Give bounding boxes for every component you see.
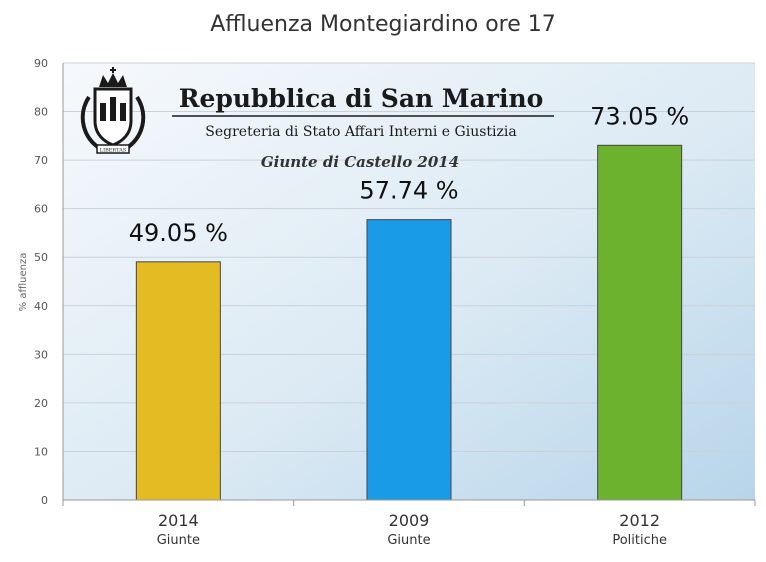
x-tick-label-type: Politiche xyxy=(612,533,667,548)
emblem-motto: LIBERTAS xyxy=(100,148,127,154)
watermark: LIBERTAS Repubblica di San Marino Segret… xyxy=(80,67,554,171)
bar xyxy=(135,261,221,501)
y-tick-label: 70 xyxy=(34,154,48,167)
watermark-subtitle: Segreteria di Stato Affari Interni e Giu… xyxy=(205,124,516,140)
san-marino-coat-of-arms-icon: LIBERTAS xyxy=(80,67,146,154)
y-tick-label: 30 xyxy=(34,348,48,361)
x-tick-label-type: Giunte xyxy=(387,533,430,548)
axes: 0 10 20 30 40 50 60 70 80 90 2014 Giunte 2009 Giunte 2… xyxy=(34,57,756,548)
y-tick-label: 50 xyxy=(34,251,48,264)
bar xyxy=(366,219,452,501)
y-tick-label: 80 xyxy=(34,106,48,119)
data-label: 57.74 % xyxy=(359,177,458,205)
y-tick-label: 90 xyxy=(34,57,48,70)
x-tick-label-year: 2009 xyxy=(389,511,430,530)
watermark-event: Giunte di Castello 2014 xyxy=(261,153,459,171)
y-tick-label: 40 xyxy=(34,300,48,313)
x-tick-label-year: 2012 xyxy=(619,511,660,530)
bar xyxy=(597,144,683,501)
y-tick-label: 10 xyxy=(34,445,48,458)
data-label: 49.05 % xyxy=(129,219,228,247)
y-tick-label: 20 xyxy=(34,397,48,410)
y-tick-label: 0 xyxy=(41,494,48,507)
x-tick-label-type: Giunte xyxy=(157,533,200,548)
data-labels: 49.05 % 57.74 % 73.05 % xyxy=(129,102,689,247)
watermark-title: Repubblica di San Marino xyxy=(179,84,544,113)
data-label: 73.05 % xyxy=(590,102,689,130)
chart-title: Affluenza Montegiardino ore 17 xyxy=(210,12,556,37)
y-tick-label: 60 xyxy=(34,203,48,216)
bars xyxy=(135,144,683,501)
y-axis-title: % affluenza xyxy=(18,253,29,312)
x-tick-label-year: 2014 xyxy=(158,511,199,530)
